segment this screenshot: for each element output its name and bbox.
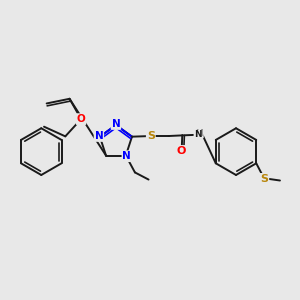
Text: N: N: [112, 119, 120, 129]
Text: N: N: [94, 131, 103, 141]
Text: N: N: [122, 151, 131, 161]
Text: O: O: [77, 114, 85, 124]
Text: N: N: [194, 130, 202, 139]
Text: S: S: [147, 131, 155, 141]
Text: O: O: [177, 146, 186, 156]
Text: H: H: [195, 129, 203, 138]
Text: S: S: [260, 174, 268, 184]
